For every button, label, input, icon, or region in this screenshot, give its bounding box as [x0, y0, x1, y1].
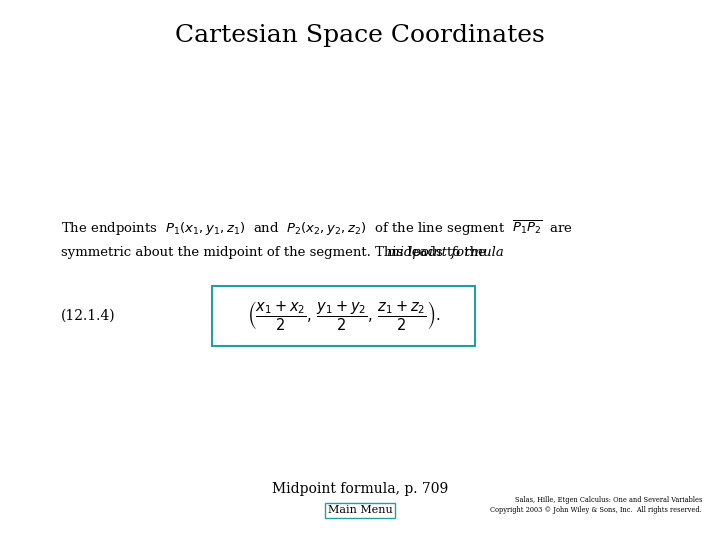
Text: Salas, Hille, Etgen Calculus: One and Several Variables
Copyright 2003 © John Wi: Salas, Hille, Etgen Calculus: One and Se…	[490, 496, 702, 514]
Text: $\left(\dfrac{x_1 + x_2}{2},\, \dfrac{y_1 + y_2}{2},\, \dfrac{z_1 + z_2}{2}\righ: $\left(\dfrac{x_1 + x_2}{2},\, \dfrac{y_…	[247, 299, 441, 333]
Text: midpoint formula: midpoint formula	[387, 246, 504, 259]
Text: Midpoint formula, p. 709: Midpoint formula, p. 709	[272, 482, 448, 496]
Text: Main Menu: Main Menu	[328, 505, 392, 515]
Text: symmetric about the midpoint of the segment. This leads to the: symmetric about the midpoint of the segm…	[61, 246, 490, 259]
FancyBboxPatch shape	[212, 286, 475, 346]
Text: (12.1.4): (12.1.4)	[61, 309, 116, 323]
Text: The endpoints  $P_1(x_1, y_1, z_1)$  and  $P_2(x_2, y_2, z_2)$  of the line segm: The endpoints $P_1(x_1, y_1, z_1)$ and $…	[61, 219, 572, 238]
Text: Cartesian Space Coordinates: Cartesian Space Coordinates	[175, 24, 545, 48]
